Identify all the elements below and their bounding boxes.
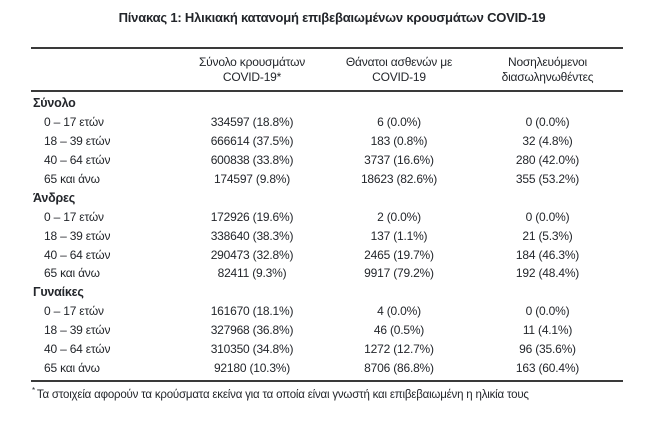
header-deaths-line2: COVID-19	[372, 69, 426, 84]
cases-cell: 334597 (18.8%)	[210, 115, 294, 130]
header-deaths: Θάνατοι ασθενών με COVID-19	[326, 55, 472, 85]
header-intubated-line2: διασωληνωθέντες	[501, 69, 594, 84]
section-header-men: Άνδρες	[31, 188, 623, 207]
table-title: Πίνακας 1: Ηλικιακή κατανομή επιβεβαιωμέ…	[118, 10, 546, 25]
deaths-cell: 3737 (16.6%)	[364, 153, 434, 168]
row-label: 65 και άνω	[44, 360, 100, 375]
row-label: 18 – 39 ετών	[44, 228, 111, 243]
section-label: Άνδρες	[33, 190, 76, 205]
intubated-cell: 32 (4.8%)	[522, 134, 573, 149]
table-row: 65 και άνω 92180 (10.3%) 8706 (86.8%) 16…	[31, 358, 623, 377]
table-row: 40 – 64 ετών 290473 (32.8%) 2465 (19.7%)…	[31, 245, 623, 264]
deaths-cell: 2465 (19.7%)	[364, 247, 434, 262]
footnote: * Τα στοιχεία αφορούν τα κρούσματα εκείνα…	[32, 386, 632, 401]
section-header-total: Σύνολο	[31, 94, 623, 113]
footnote-text: Τα στοιχεία αφορούν τα κρούσματα εκείνα …	[36, 388, 529, 401]
section-header-women: Γυναίκες	[31, 283, 623, 302]
deaths-cell: 2 (0.0%)	[377, 209, 421, 224]
deaths-cell: 8706 (86.8%)	[364, 360, 434, 375]
table-row: 40 – 64 ετών 310350 (34.8%) 1272 (12.7%)…	[31, 340, 623, 359]
table-row: 0 – 17 ετών 172926 (19.6%) 2 (0.0%) 0 (0…	[31, 207, 623, 226]
header-intubated-line1: Νοσηλευόμενοι	[507, 54, 587, 69]
deaths-cell: 18623 (82.6%)	[360, 172, 438, 186]
row-label: 0 – 17 ετών	[44, 304, 104, 319]
cases-cell: 290473 (32.8%)	[210, 247, 294, 262]
intubated-cell: 192 (48.4%)	[515, 266, 580, 281]
intubated-cell: 11 (4.1%)	[522, 323, 573, 338]
deaths-cell: 137 (1.1%)	[370, 228, 428, 243]
intubated-cell: 280 (42.0%)	[515, 153, 580, 168]
table-row: 40 – 64 ετών 600838 (33.8%) 3737 (16.6%)…	[31, 151, 623, 170]
table-row: 0 – 17 ετών 161670 (18.1%) 4 (0.0%) 0 (0…	[31, 302, 623, 321]
cases-cell: 161670 (18.1%)	[210, 304, 294, 319]
footnote-marker: *	[32, 386, 35, 395]
table-row: 18 – 39 ετών 327968 (36.8%) 46 (0.5%) 11…	[31, 321, 623, 340]
header-deaths-line1: Θάνατοι ασθενών με	[345, 54, 453, 69]
table-row: 65 και άνω 174597 (9.8%) 18623 (82.6%) 3…	[31, 170, 623, 189]
deaths-cell: 6 (0.0%)	[377, 115, 421, 130]
deaths-cell: 4 (0.0%)	[377, 304, 421, 319]
cases-cell: 327968 (36.8%)	[210, 323, 294, 338]
header-total-cases-line2: COVID-19*	[222, 69, 282, 84]
header-total-cases: Σύνολο κρουσμάτων COVID-19*	[178, 55, 326, 85]
row-label: 65 και άνω	[44, 266, 100, 281]
deaths-cell: 183 (0.8%)	[370, 134, 428, 149]
deaths-cell: 1272 (12.7%)	[364, 342, 434, 357]
intubated-cell: 21 (5.3%)	[522, 228, 573, 243]
table-row: 18 – 39 ετών 666614 (37.5%) 183 (0.8%) 3…	[31, 132, 623, 151]
table-row: 18 – 39 ετών 338640 (38.3%) 137 (1.1%) 2…	[31, 226, 623, 245]
deaths-cell: 9917 (79.2%)	[364, 266, 434, 281]
table-row: 0 – 17 ετών 334597 (18.8%) 6 (0.0%) 0 (0…	[31, 113, 623, 132]
table-body: Σύνολο 0 – 17 ετών 334597 (18.8%) 6 (0.0…	[31, 92, 623, 383]
row-label: 40 – 64 ετών	[44, 247, 111, 262]
row-label: 65 και άνω	[44, 172, 100, 186]
cases-cell: 310350 (34.8%)	[210, 342, 294, 357]
intubated-cell: 0 (0.0%)	[525, 115, 570, 130]
row-label: 0 – 17 ετών	[44, 209, 104, 224]
intubated-cell: 355 (53.2%)	[515, 172, 580, 186]
cases-cell: 338640 (38.3%)	[210, 228, 294, 243]
intubated-cell: 96 (35.6%)	[519, 342, 576, 357]
intubated-cell: 0 (0.0%)	[525, 209, 570, 224]
intubated-cell: 184 (46.3%)	[515, 247, 580, 262]
section-label: Γυναίκες	[33, 285, 84, 300]
intubated-cell: 0 (0.0%)	[525, 304, 570, 319]
header-intubated: Νοσηλευόμενοι διασωληνωθέντες	[472, 55, 623, 85]
section-label: Σύνολο	[33, 96, 76, 111]
row-label: 40 – 64 ετών	[44, 342, 111, 357]
cases-cell: 82411 (9.3%)	[217, 266, 287, 281]
covid-age-distribution-table: Σύνολο κρουσμάτων COVID-19* Θάνατοι ασθε…	[31, 47, 623, 383]
deaths-cell: 46 (0.5%)	[373, 323, 425, 338]
cases-cell: 172926 (19.6%)	[210, 209, 294, 224]
cases-cell: 174597 (9.8%)	[213, 172, 291, 186]
table-header-row: Σύνολο κρουσμάτων COVID-19* Θάνατοι ασθε…	[31, 47, 623, 92]
row-label: 18 – 39 ετών	[44, 134, 111, 149]
row-label: 40 – 64 ετών	[44, 153, 111, 168]
intubated-cell: 163 (60.4%)	[515, 360, 580, 375]
header-total-cases-line1: Σύνολο κρουσμάτων	[198, 54, 306, 69]
table-row: 65 και άνω 82411 (9.3%) 9917 (79.2%) 192…	[31, 264, 623, 283]
cases-cell: 666614 (37.5%)	[210, 134, 294, 149]
cases-cell: 92180 (10.3%)	[213, 360, 291, 375]
cases-cell: 600838 (33.8%)	[210, 153, 294, 168]
row-label: 18 – 39 ετών	[44, 323, 111, 338]
row-label: 0 – 17 ετών	[44, 115, 104, 130]
